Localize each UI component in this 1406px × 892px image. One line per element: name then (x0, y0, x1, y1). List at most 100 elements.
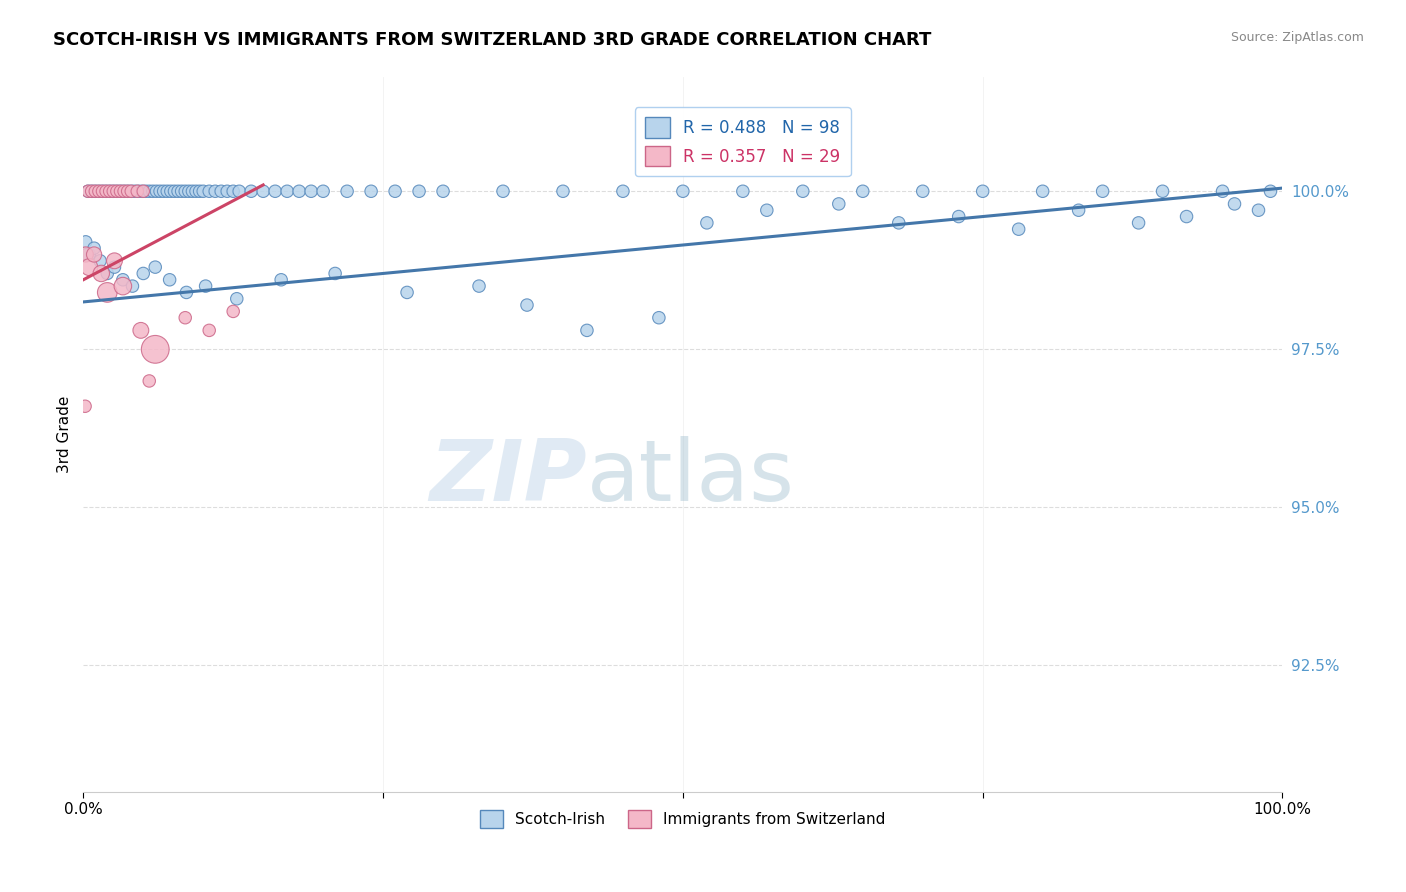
Point (89, 253, 111, 268)
Point (516, 298, 538, 312)
Point (132, 184, 155, 198)
Point (79, 260, 101, 274)
Point (299, 184, 322, 198)
Point (120, 184, 142, 198)
Point (181, 184, 204, 198)
Point (204, 184, 226, 198)
Point (80, 184, 103, 198)
Point (112, 184, 135, 198)
Point (87, 184, 110, 198)
Point (1128, 216, 1150, 230)
Point (105, 184, 128, 198)
Point (648, 310, 671, 325)
Y-axis label: 3rd Grade: 3rd Grade (58, 396, 72, 474)
Point (75, 235, 97, 249)
Point (159, 273, 181, 287)
Point (198, 184, 221, 198)
Point (127, 184, 149, 198)
Point (94, 184, 117, 198)
Point (468, 279, 491, 293)
Point (156, 184, 179, 198)
Point (177, 184, 200, 198)
Text: atlas: atlas (586, 436, 794, 519)
Point (152, 184, 174, 198)
Point (112, 184, 135, 198)
Point (83, 247, 105, 261)
Point (131, 184, 153, 198)
Point (276, 184, 298, 198)
Point (77, 184, 100, 198)
Point (792, 184, 814, 198)
Point (887, 216, 910, 230)
Point (135, 184, 157, 198)
Point (174, 310, 197, 325)
Point (117, 184, 139, 198)
Point (1212, 184, 1234, 198)
Point (240, 184, 263, 198)
Point (209, 184, 232, 198)
Point (143, 260, 166, 274)
Point (143, 343, 166, 357)
Point (138, 184, 160, 198)
Point (972, 184, 994, 198)
Point (103, 184, 125, 198)
Point (217, 184, 239, 198)
Point (124, 184, 146, 198)
Point (270, 273, 292, 287)
Point (384, 184, 406, 198)
Point (408, 184, 430, 198)
Point (1152, 184, 1174, 198)
Point (174, 184, 197, 198)
Point (312, 184, 335, 198)
Point (184, 184, 207, 198)
Point (167, 184, 190, 198)
Point (225, 292, 247, 306)
Point (228, 184, 250, 198)
Point (111, 279, 134, 293)
Point (111, 273, 134, 287)
Point (98, 184, 121, 198)
Point (160, 184, 183, 198)
Point (120, 184, 142, 198)
Point (103, 260, 125, 274)
Point (94, 184, 117, 198)
Point (176, 285, 198, 300)
Point (396, 285, 419, 300)
Point (1223, 197, 1246, 211)
Point (142, 184, 165, 198)
Point (252, 184, 274, 198)
Point (193, 184, 215, 198)
Point (1091, 184, 1114, 198)
Text: ZIP: ZIP (429, 436, 586, 519)
Point (90, 267, 112, 281)
Point (222, 184, 245, 198)
Point (110, 184, 132, 198)
Point (360, 184, 382, 198)
Text: SCOTCH-IRISH VS IMMIGRANTS FROM SWITZERLAND 3RD GRADE CORRELATION CHART: SCOTCH-IRISH VS IMMIGRANTS FROM SWITZERL… (53, 31, 932, 49)
Point (336, 184, 359, 198)
Point (75, 399, 97, 413)
Point (911, 184, 934, 198)
Point (163, 184, 186, 198)
Point (492, 184, 515, 198)
Point (79, 247, 101, 261)
Point (132, 267, 155, 281)
Point (83, 241, 105, 255)
Point (551, 184, 574, 198)
Point (84, 184, 107, 198)
Point (98, 184, 121, 198)
Point (1008, 222, 1031, 236)
Point (288, 184, 311, 198)
Point (105, 184, 128, 198)
Point (696, 216, 718, 230)
Point (77, 184, 100, 198)
Text: Source: ZipAtlas.com: Source: ZipAtlas.com (1230, 31, 1364, 45)
Point (852, 184, 875, 198)
Point (84, 184, 107, 198)
Point (87, 184, 110, 198)
Point (432, 184, 454, 198)
Point (117, 184, 139, 198)
Point (1247, 203, 1270, 218)
Point (198, 323, 221, 337)
Point (612, 184, 634, 198)
